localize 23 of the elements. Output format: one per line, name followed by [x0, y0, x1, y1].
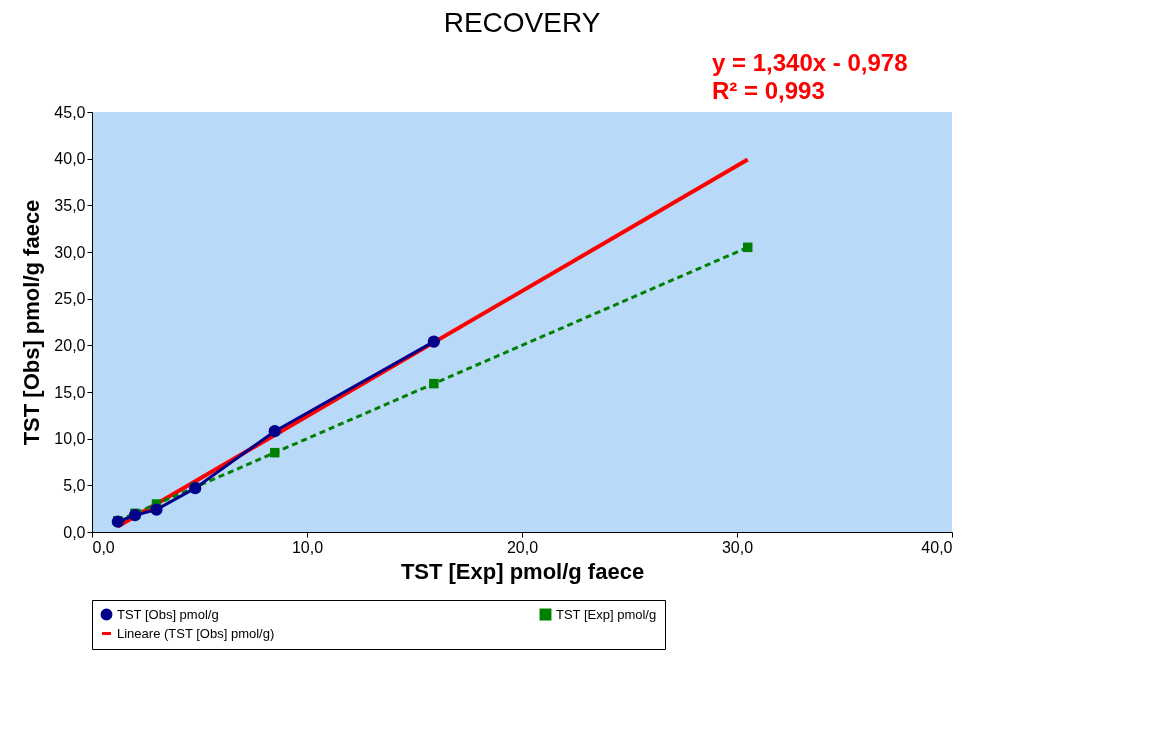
- legend-label: Lineare (TST [Obs] pmol/g): [117, 625, 275, 641]
- text: y = 1,340x - 0,978: [712, 49, 908, 76]
- legend-label: TST [Obs] pmol/g: [117, 606, 219, 622]
- y-tick-label: 35,0: [54, 196, 86, 214]
- x-tick-label: 30,0: [721, 538, 754, 556]
- x-tick-label: 20,0: [506, 538, 539, 556]
- y-tick-label: 30,0: [54, 243, 86, 261]
- x-tick-label: 10,0: [291, 538, 324, 556]
- x-tick-label: 0,0: [92, 538, 115, 556]
- y-tick-label: 15,0: [54, 383, 86, 401]
- y-tick-label: 40,0: [54, 150, 86, 168]
- legend-label: TST [Exp] pmol/g: [556, 606, 657, 622]
- y-tick-label: 5,0: [63, 476, 86, 494]
- text: R² = 0,993: [712, 77, 825, 104]
- chart-title: RECOVERY: [443, 7, 601, 38]
- x-axis-title: TST [Exp] pmol/g faece: [400, 558, 645, 584]
- y-tick-label: 10,0: [54, 430, 86, 448]
- x-tick-label: 40,0: [921, 538, 953, 556]
- y-tick-label: 20,0: [54, 336, 86, 354]
- y-tick-label: 25,0: [54, 290, 86, 308]
- y-axis-title: TST [Obs] pmol/g faece: [19, 199, 45, 446]
- y-tick-label: 45,0: [54, 103, 86, 121]
- y-tick-label: 0,0: [63, 523, 86, 541]
